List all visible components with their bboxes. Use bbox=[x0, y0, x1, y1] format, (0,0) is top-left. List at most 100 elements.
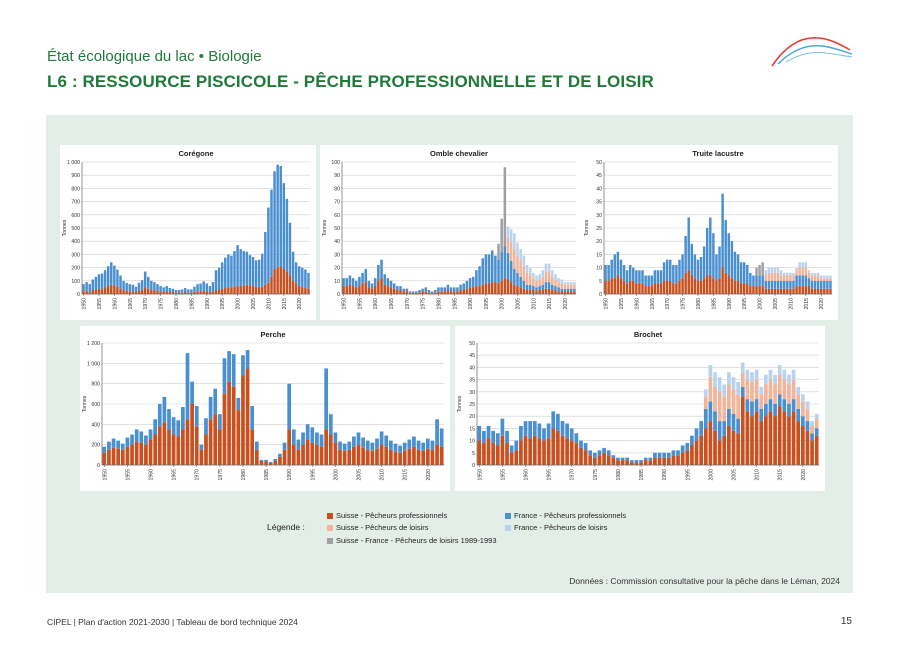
bar-segment bbox=[717, 421, 722, 441]
x-tick-label: 1975 bbox=[593, 469, 599, 481]
bar-segment bbox=[421, 450, 426, 465]
bar-segment bbox=[789, 275, 792, 281]
bar-segment bbox=[643, 457, 648, 461]
bar-segment bbox=[754, 369, 759, 380]
bar-segment bbox=[522, 288, 526, 294]
bar-segment bbox=[519, 287, 522, 294]
bar-segment bbox=[301, 432, 305, 445]
bar-segment bbox=[819, 278, 823, 281]
bar-segment bbox=[268, 462, 273, 465]
bar-segment bbox=[351, 286, 355, 294]
bar-segment bbox=[358, 276, 361, 287]
bar-segment bbox=[248, 255, 252, 286]
bar-segment bbox=[276, 267, 279, 294]
bar-segment bbox=[647, 275, 650, 287]
bar-segment bbox=[456, 291, 459, 294]
bar-segment bbox=[583, 450, 588, 465]
bar-segment bbox=[514, 450, 519, 465]
bar-segment bbox=[439, 428, 444, 447]
bar-segment bbox=[264, 459, 268, 462]
x-tick-label: 1985 bbox=[452, 298, 458, 310]
bar-segment bbox=[97, 288, 101, 294]
bar-segment bbox=[150, 280, 153, 291]
bar-segment bbox=[211, 291, 215, 294]
bar-segment bbox=[773, 288, 777, 294]
bar-segment bbox=[613, 254, 617, 279]
bar-segment bbox=[731, 413, 736, 431]
bar-segment bbox=[254, 449, 259, 465]
y-tick-label: 35 bbox=[596, 200, 602, 206]
bar-segment bbox=[259, 460, 264, 465]
bar-segment bbox=[528, 284, 532, 291]
bar-segment bbox=[770, 280, 774, 289]
bar-segment bbox=[727, 425, 731, 465]
bar-segment bbox=[826, 278, 829, 281]
bar-segment bbox=[440, 291, 443, 294]
bar-segment bbox=[807, 270, 811, 273]
bar-segment bbox=[233, 251, 236, 287]
bar-segment bbox=[412, 446, 416, 465]
bar-segment bbox=[665, 280, 669, 294]
bar-segment bbox=[171, 417, 176, 435]
bar-segment bbox=[301, 444, 305, 465]
bar-segment bbox=[690, 435, 694, 446]
bar-segment bbox=[227, 381, 231, 465]
bar-segment bbox=[767, 288, 771, 294]
bar-segment bbox=[162, 287, 165, 293]
bar-segment bbox=[487, 283, 491, 294]
bar-segment bbox=[264, 461, 268, 465]
y-tick-label: 5 bbox=[599, 279, 602, 285]
bar-segment bbox=[301, 287, 304, 294]
bar-segment bbox=[416, 440, 421, 450]
bar-segment bbox=[538, 279, 541, 287]
bar-segment bbox=[208, 292, 212, 294]
bar-segment bbox=[273, 268, 276, 294]
bar-segment bbox=[556, 430, 560, 465]
bar-segment bbox=[171, 292, 175, 294]
y-tick-label: 15 bbox=[469, 426, 475, 432]
bar-segment bbox=[525, 290, 529, 294]
y-tick-label: 0 bbox=[337, 292, 340, 298]
bar-segment bbox=[622, 280, 626, 294]
bar-segment bbox=[709, 275, 712, 294]
bar-segment bbox=[557, 282, 560, 288]
bar-segment bbox=[776, 288, 780, 294]
bar-segment bbox=[287, 429, 292, 465]
bar-segment bbox=[396, 290, 399, 294]
bar-segment bbox=[787, 416, 791, 465]
bar-segment bbox=[254, 260, 258, 287]
bar-segment bbox=[804, 267, 808, 276]
bar-segment bbox=[823, 280, 826, 289]
bar-segment bbox=[632, 280, 635, 294]
y-tick-label: 0 bbox=[599, 292, 602, 298]
bar-segment bbox=[659, 283, 663, 294]
bar-segment bbox=[786, 272, 789, 276]
bar-segment bbox=[583, 443, 588, 451]
bar-segment bbox=[482, 430, 486, 444]
bar-segment bbox=[168, 288, 172, 293]
bar-segment bbox=[650, 286, 653, 294]
bar-segment bbox=[211, 282, 215, 292]
bar-segment bbox=[713, 430, 717, 465]
bar-segment bbox=[462, 283, 466, 291]
bar-segment bbox=[702, 246, 706, 279]
bar-segment bbox=[307, 272, 310, 289]
bar-segment bbox=[91, 279, 95, 291]
x-tick-label: 2005 bbox=[357, 469, 363, 481]
y-tick-label: 40 bbox=[596, 186, 602, 192]
bar-segment bbox=[546, 438, 551, 465]
bar-segment bbox=[217, 290, 221, 294]
bar-segment bbox=[745, 411, 750, 465]
bar-segment bbox=[579, 440, 583, 448]
bar-segment bbox=[641, 270, 644, 284]
bar-segment bbox=[227, 254, 230, 288]
bar-segment bbox=[208, 396, 213, 420]
bar-segment bbox=[758, 286, 761, 294]
bar-segment bbox=[338, 449, 342, 465]
bar-segment bbox=[177, 290, 181, 293]
bar-segment bbox=[497, 243, 500, 260]
bar-segment bbox=[699, 421, 703, 436]
bar-segment bbox=[342, 278, 345, 287]
bar-segment bbox=[525, 284, 529, 291]
x-tick-label: 2015 bbox=[403, 469, 409, 481]
